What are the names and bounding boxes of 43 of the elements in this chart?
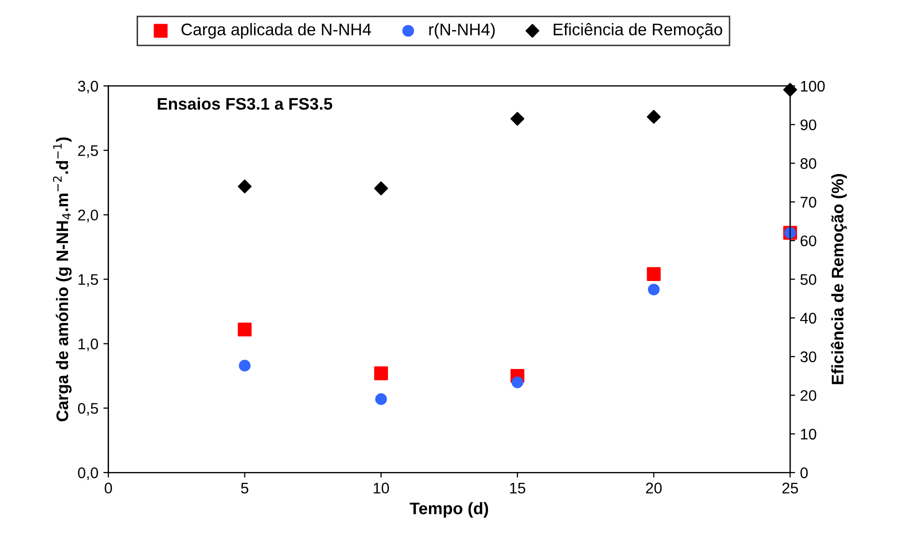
y2-tick-label: 60 — [800, 235, 816, 246]
point — [374, 366, 388, 380]
point — [375, 393, 387, 405]
legend-label: Eficiência de Remoção — [554, 23, 722, 39]
y-tick-label: 2,0 — [78, 210, 98, 222]
point — [238, 322, 252, 336]
legend-label: Carga aplicada de N-NH4 — [182, 23, 372, 39]
x-tick-label: 10 — [374, 482, 389, 494]
y2-tick-label: 70 — [800, 196, 816, 208]
y2-tick-label: 100 — [801, 80, 825, 92]
point — [512, 376, 524, 388]
point — [238, 360, 251, 372]
legend-label: r(N-NH4) — [429, 23, 495, 39]
y-tick-label: 0,5 — [78, 402, 98, 416]
y2-tick-label: 10 — [801, 428, 816, 440]
x-tick-label: 0 — [104, 482, 112, 494]
point — [646, 267, 661, 281]
x-tick-label: 25 — [782, 482, 798, 494]
x-tick-label: 20 — [646, 482, 662, 494]
y2-tick-label: 20 — [800, 390, 816, 401]
point — [783, 82, 798, 97]
y2-tick-label: 50 — [800, 274, 816, 285]
y-axis-title: Carga de amónio (g N-NH$_{4}$.m$^{−2}$.d$^{−1}$) — [53, 137, 72, 422]
point — [646, 110, 661, 124]
y2-axis-title: Eficiência de Remoção (%) — [830, 174, 847, 384]
y-tick-label: 1,5 — [78, 274, 98, 287]
text: Ensaios FS3.1 a FS3.5 — [158, 98, 332, 110]
y2-tick-label: 80 — [800, 158, 816, 169]
point — [648, 284, 660, 296]
y-tick-label: 1,0 — [78, 338, 98, 352]
y-tick-label: 2,5 — [78, 145, 98, 158]
point — [374, 181, 388, 196]
point — [510, 112, 524, 126]
x-tick-label: 15 — [510, 482, 526, 494]
y2-tick-label: 40 — [800, 312, 816, 324]
y-tick-label: 3,0 — [78, 80, 98, 94]
x-tick-label: 5 — [241, 482, 248, 494]
y-tick-label: 0,0 — [78, 467, 98, 480]
y2-tick-label: 90 — [800, 119, 816, 130]
y2-tick-label: 30 — [800, 351, 816, 362]
y2-tick-label: 0 — [800, 467, 808, 478]
point — [238, 180, 252, 194]
x-axis-title: Tempo (d) — [410, 502, 488, 518]
